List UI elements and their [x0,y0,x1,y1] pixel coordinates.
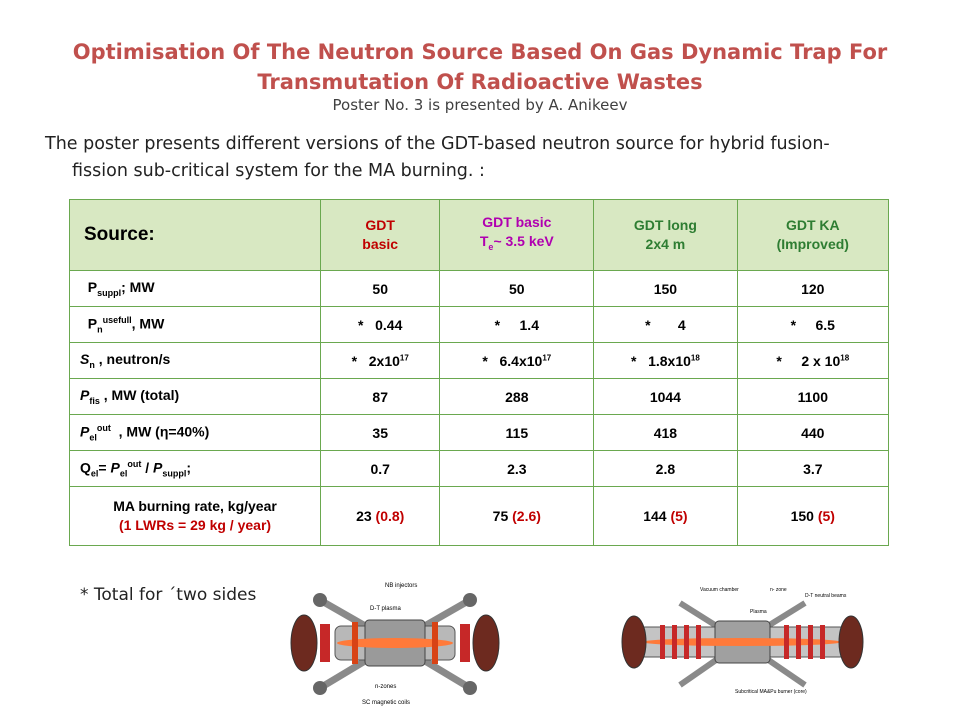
table-row-psuppl: Psuppl; MW 50 50 150 120 [69,270,890,307]
table-row-sn: Sn , neutron/s * 2x1017 * 6.4x1017 * 1.8… [69,342,890,379]
slide-subtitle: Poster No. 3 is presented by A. Anikeev [332,96,628,114]
cell: 418 [593,414,738,451]
cell: * 1.4 [439,306,595,343]
table-row-qel: Qel= Pelout / Psuppl; 0.7 2.3 2.8 3.7 [69,450,890,487]
cell: * 2 x 1018 [736,342,890,379]
header-gdt-basic: GDT basic [319,199,441,271]
label-nb-injectors: NB injectors [385,583,417,589]
gdt-neutron-source-diagram-right: Vacuum chamber n- zone Plasma D-T neutra… [621,587,864,695]
cell: 144 (5) [593,486,738,546]
cell: 0.7 [319,450,441,487]
table-row-pn: Pnusefull, MW * 0.44 * 1.4 * 4 * 6.5 [69,306,890,343]
cell: * 0.44 [319,306,441,343]
cell: 2.3 [439,450,595,487]
header-source: Source: [69,199,321,271]
header-gdt-ka-l2: (Improved) [776,236,849,252]
row-label-sn: Sn , neutron/s [69,342,321,379]
cell: * 6.4x1017 [439,342,595,379]
label-n-zones: n-zones [375,684,396,690]
table-row-pfis: Pfis , MW (total) 87 288 1044 1100 [69,378,890,415]
cell: 50 [439,270,595,307]
table-header-row: Source: GDT basic GDT basic Te~ 3.5 keV … [69,199,890,271]
label-subcritical-burner: Subcritical MA&Pu burner (core) [735,689,807,695]
cell: 115 [439,414,595,451]
cell: 440 [736,414,890,451]
row-label-psuppl: Psuppl; MW [69,270,321,307]
cell: 150 (5) [736,486,890,546]
cell: * 6.5 [736,306,890,343]
row-label-ma: MA burning rate, kg/year (1 LWRs = 29 kg… [69,486,321,546]
label-vacuum-chamber: Vacuum chamber [700,587,739,593]
cell: 150 [593,270,738,307]
header-gdt-long-l1: GDT long [633,217,697,233]
row-label-pfis: Pfis , MW (total) [69,378,321,415]
row-label-qel: Qel= Pelout / Psuppl; [69,450,321,487]
cell: 2.8 [593,450,738,487]
cell: 50 [319,270,441,307]
header-gdt-long-l2: 2x4 m [645,236,686,252]
cell: 23 (0.8) [319,486,441,546]
row-label-pn: Pnusefull, MW [69,306,321,343]
ma-label-l1: MA burning rate, kg/year [113,498,277,514]
label-n-zone: n- zone [770,587,787,593]
cell: 87 [319,378,441,415]
header-gdt-basic-l1: GDT [365,217,395,233]
label-dt-neutral-beams: D-T neutral beams [805,593,847,599]
header-gdt-basic-te-l1: GDT basic [482,214,552,231]
header-gdt-basic-l2: basic [362,236,399,252]
cell: 1100 [736,378,890,415]
intro-paragraph: The poster presents different versions o… [45,131,945,185]
cell: 35 [319,414,441,451]
header-gdt-basic-te-l2: Te~ 3.5 keV [479,233,554,252]
label-plasma: Plasma [750,609,767,615]
label-dt-plasma: D-T plasma [370,606,402,612]
ma-label-l2: (1 LWRs = 29 kg / year) [118,517,272,533]
header-gdt-basic-te: GDT basic Te~ 3.5 keV [439,199,595,271]
header-gdt-ka-l1: GDT KA [785,217,840,233]
label-sc-magnetic-coils: SC magnetic coils [362,700,410,706]
row-label-pel: Pelout , MW (η=40%) [69,414,321,451]
cell: * 4 [593,306,738,343]
intro-line2: fission sub-critical system for the MA b… [72,161,485,181]
cell: 3.7 [736,450,890,487]
cell: 120 [736,270,890,307]
slide-title-line1: Optimisation Of The Neutron Source Based… [72,40,888,64]
table-row-pel: Pelout , MW (η=40%) 35 115 418 440 [69,414,890,451]
cell: 288 [439,378,595,415]
table-row-ma: MA burning rate, kg/year (1 LWRs = 29 kg… [69,486,890,546]
footnote: * Total for ´two sides [80,585,257,605]
header-gdt-long: GDT long 2x4 m [593,199,738,271]
intro-line1: The poster presents different versions o… [45,134,830,154]
source-comparison-table: Source: GDT basic GDT basic Te~ 3.5 keV … [69,199,890,546]
cell: 1044 [593,378,738,415]
cell: 75 (2.6) [439,486,595,546]
slide-title-line2: Transmutation Of Radioactive Wastes [257,70,703,94]
header-gdt-ka: GDT KA (Improved) [736,199,890,271]
gdt-neutron-source-diagram-left: NB injectors D-T plasma n-zones SC magne… [290,583,500,706]
cell: * 1.8x1018 [593,342,738,379]
cell: * 2x1017 [319,342,441,379]
